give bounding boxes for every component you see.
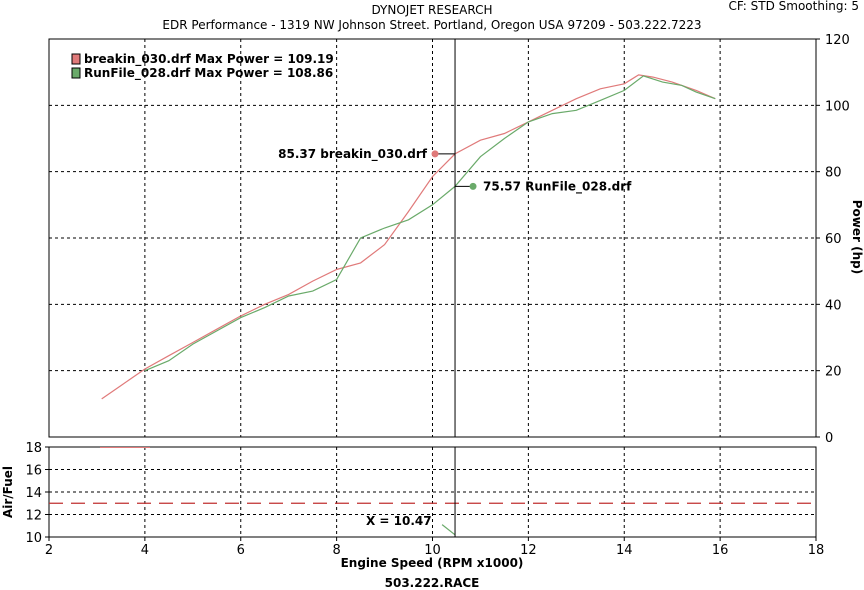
power-y-tick-label: 80 [825,166,842,181]
footer-phone: 503.222.RACE [385,576,480,590]
afr-y-tick-label: 14 [25,486,42,501]
x-tick-label: 16 [712,543,729,558]
cursor-x-readout: X = 10.47 [366,514,432,528]
legend-entry-run2: RunFile_028.drf Max Power = 108.86 [84,66,333,81]
legend-swatch-run2 [71,67,81,79]
afr-y-axis-label: Air/Fuel [1,466,15,518]
afr-y-tick-label: 16 [25,464,42,479]
x-ticks: 2 4 6 8 10 12 14 16 18 [45,537,824,558]
annotation-label: 85.37 breakin_030.drf [278,147,428,162]
annotation-label: 75.57 RunFile_028.drf [483,179,632,194]
afr-grid [49,447,816,537]
afr-series [441,524,456,536]
x-tick-label: 10 [424,543,441,558]
afr-y-tick-label: 10 [25,531,42,546]
power-y-tick-label: 120 [825,33,850,48]
chart-subtitle: EDR Performance - 1319 NW Johnson Street… [162,18,701,32]
x-tick-label: 8 [332,543,340,558]
afr-y-ticks: 10 12 14 16 18 [25,441,49,546]
legend-entry-run1: breakin_030.drf Max Power = 109.19 [84,52,334,67]
power-grid [49,39,816,437]
power-y-tick-label: 40 [825,298,842,313]
annotation-marker [431,150,439,158]
chart-title: DYNOJET RESEARCH [371,3,492,17]
x-tick-label: 6 [237,543,245,558]
power-series-line-2 [144,75,716,372]
annotation-marker [469,182,477,190]
power-y-axis-label: Power (hp) [850,200,864,274]
power-series [101,74,716,400]
power-y-tick-label: 60 [825,232,842,247]
power-y-ticks: 0 20 40 60 80 100 120 [816,33,850,446]
x-tick-label: 12 [520,543,537,558]
afr-y-tick-label: 12 [25,509,42,524]
x-tick-label: 14 [616,543,633,558]
x-axis-label: Engine Speed (RPM x1000) [341,556,524,570]
power-y-tick-label: 100 [825,99,850,114]
power-annotations: 85.37 breakin_030.drf 75.57 RunFile_028.d… [278,147,632,195]
settings-readout: CF: STD Smoothing: 5 [728,0,859,13]
afr-series-line [441,524,456,536]
legend: breakin_030.drf Max Power = 109.19 RunFi… [71,52,334,81]
afr-y-tick-label: 18 [25,441,42,456]
power-y-tick-label: 0 [825,431,833,446]
legend-swatch-run1 [71,53,81,65]
x-tick-label: 4 [141,543,149,558]
power-series-line-1 [101,74,716,400]
x-tick-label: 2 [45,543,53,558]
x-tick-label: 18 [808,543,825,558]
power-y-tick-label: 20 [825,365,842,380]
